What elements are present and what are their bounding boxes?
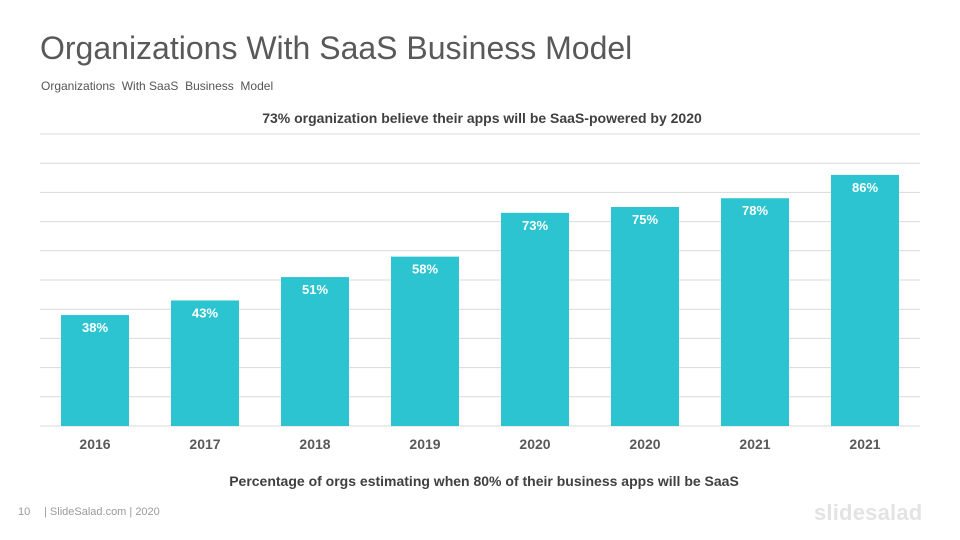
- x-axis-label: Percentage of orgs estimating when 80% o…: [229, 473, 739, 489]
- bar: [61, 315, 129, 426]
- x-tick-labels-group: 2016 2017 2018 2019 2020 2020 2021 2021: [79, 436, 880, 452]
- bar: [281, 277, 349, 426]
- bars-group: [61, 174, 899, 426]
- data-label: 75%: [632, 212, 658, 227]
- data-label: 58%: [412, 262, 438, 277]
- slide-subtitle: Organizations With SaaS Business Model: [41, 79, 274, 93]
- x-tick-label: 2021: [849, 436, 880, 452]
- x-tick-label: 2020: [629, 436, 660, 452]
- x-tick-label: 2021: [739, 436, 770, 452]
- data-label: 86%: [852, 180, 878, 195]
- x-tick-label: 2018: [299, 436, 330, 452]
- bar: [721, 198, 789, 426]
- footer-text: | SlideSalad.com | 2020: [44, 506, 160, 518]
- chart-title: 73% organization believe their apps will…: [262, 110, 702, 126]
- data-label: 38%: [82, 320, 108, 335]
- x-tick-label: 2019: [409, 436, 440, 452]
- page-number: 10: [18, 506, 31, 518]
- bar: [391, 256, 459, 426]
- data-label: 73%: [522, 218, 548, 233]
- data-label: 78%: [742, 203, 768, 218]
- x-tick-label: 2020: [519, 436, 550, 452]
- x-tick-label: 2017: [189, 436, 220, 452]
- data-label: 43%: [192, 305, 218, 320]
- slidesalad-logo: slidesalad: [814, 500, 923, 525]
- x-tick-label: 2016: [79, 436, 110, 452]
- bar: [171, 300, 239, 426]
- slide-title: Organizations With SaaS Business Model: [40, 30, 633, 66]
- bar: [611, 207, 679, 426]
- data-label: 51%: [302, 282, 328, 297]
- bar: [501, 212, 569, 426]
- data-labels-group: 38% 43% 51% 58% 73% 75% 78% 86%: [82, 180, 878, 335]
- bar: [831, 174, 899, 426]
